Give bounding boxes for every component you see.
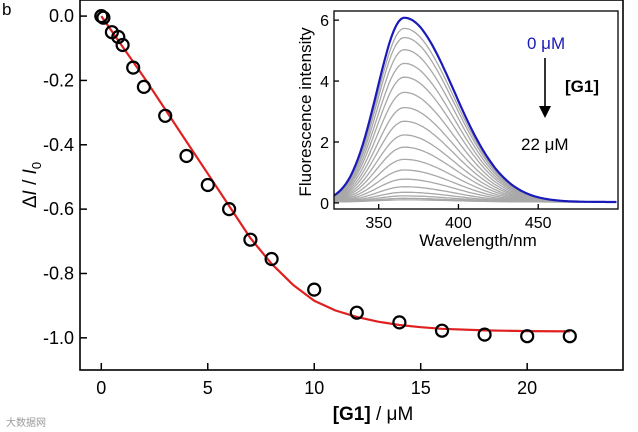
- main-y-tick-label: 0.0: [49, 6, 74, 26]
- main-data-point: [264, 251, 279, 267]
- main-y-label-delta: Δ: [20, 195, 41, 208]
- inset-x-axis-label: Wavelength/nm: [419, 231, 536, 250]
- main-y-label-i: I: [20, 189, 41, 195]
- main-data-point: [179, 148, 194, 164]
- main-x-tick-label: 15: [411, 378, 431, 398]
- inset-y-axis-label: Fluorescence intensity: [296, 27, 315, 197]
- main-y-tick-label: -0.6: [43, 199, 74, 219]
- inset-chart: 0 2 4 6 350 400 450 Fluorescence intensity Wa…: [296, 10, 619, 250]
- main-data-point: [307, 282, 322, 297]
- main-data-series: [94, 9, 577, 344]
- main-data-point: [349, 305, 364, 320]
- inset-y-tick-label: 6: [320, 13, 329, 30]
- main-data-point: [158, 108, 173, 123]
- main-data-point: [243, 232, 258, 247]
- inset-spectra: [333, 16, 617, 204]
- main-data-point: [520, 329, 535, 344]
- main-y-label-sub: 0: [29, 162, 44, 169]
- panel-label: b: [2, 0, 11, 19]
- inset-background: [334, 11, 618, 209]
- main-data-point: [200, 177, 215, 193]
- main-data-point: [115, 37, 130, 53]
- inset-annotation-end: 22 μM: [521, 135, 569, 154]
- main-data-point: [126, 60, 141, 75]
- inset-y-tick-label: 4: [320, 74, 329, 91]
- inset-annotation-guest: [G1]: [565, 77, 599, 96]
- main-data-point: [222, 202, 237, 217]
- main-x-tick-label: 10: [304, 378, 324, 398]
- main-x-axis-label: [G1] / μM: [333, 404, 414, 425]
- inset-y-tick-label: 2: [320, 135, 329, 152]
- inset-y-tick-label: 0: [320, 196, 329, 213]
- main-data-point: [562, 329, 577, 344]
- inset-x-tick-label: 350: [365, 215, 392, 232]
- main-fit-line: [100, 15, 570, 333]
- main-x-tick-label: 5: [203, 378, 213, 398]
- inset-y-ticks: 0 2 4 6: [320, 13, 339, 213]
- watermark: 大数据网: [6, 416, 46, 429]
- main-data-point: [111, 29, 126, 45]
- main-data-point: [434, 323, 450, 338]
- main-y-tick-label: -1.0: [43, 328, 74, 348]
- main-data-point: [136, 79, 151, 95]
- main-y-ticks: 0.0 -0.2 -0.4 -0.6 -0.8 -1.0: [43, 6, 87, 348]
- main-x-tick-label: 20: [517, 378, 537, 398]
- inset-arrow-head: [539, 106, 551, 118]
- inset-x-tick-label: 450: [525, 215, 552, 232]
- inset-x-tick-label: 400: [445, 215, 472, 232]
- main-data-point: [94, 9, 109, 24]
- inset-x-ticks: 350 400 450: [365, 204, 552, 232]
- main-chart: 0.0-0.2-0.4-0.6-0.8-1.0 0 5 10 15 20 ΔI / I0…: [20, 0, 624, 425]
- main-fit-series: [100, 15, 570, 333]
- main-y-tick-label: -0.8: [43, 263, 74, 283]
- main-y-tick-label: -0.4: [43, 135, 74, 155]
- main-x-ticks: 0 5 10 15 20: [96, 363, 537, 398]
- inset-spectrum-0uM: [333, 16, 617, 204]
- main-x-label-bold: [G1]: [333, 404, 371, 425]
- main-y-label-sep: /: [20, 174, 41, 190]
- inset-annotation-start: 0 μM: [527, 34, 565, 53]
- main-y-axis-label: ΔI / I0: [20, 162, 44, 208]
- main-plot-frame: [79, 0, 624, 371]
- main-data-point: [392, 315, 407, 330]
- main-data-point: [96, 10, 111, 25]
- inset-plot-frame: [333, 10, 619, 210]
- main-y-label-i0: I: [20, 168, 41, 174]
- main-data-point: [477, 327, 492, 342]
- main-x-tick-label: 0: [96, 378, 106, 398]
- main-y-tick-label: -0.2: [43, 70, 74, 90]
- main-x-label-rest: / μM: [371, 404, 414, 425]
